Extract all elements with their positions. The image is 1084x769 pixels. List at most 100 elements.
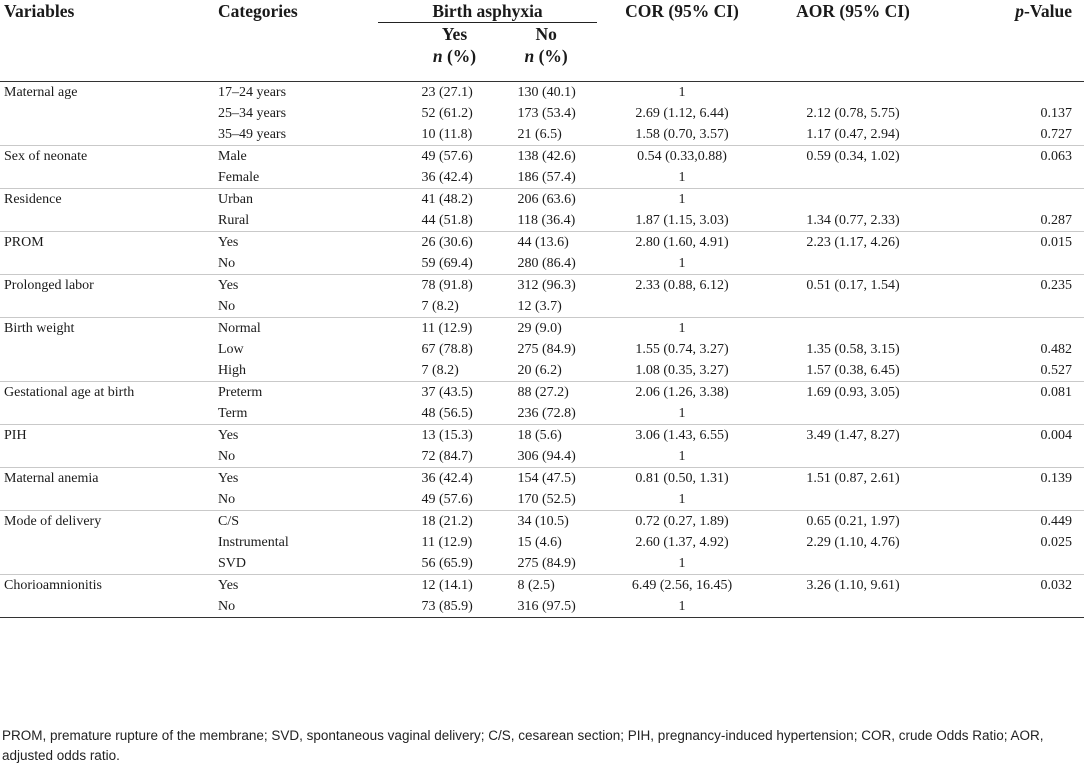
- cell-no: 275 (84.9): [517, 342, 576, 357]
- table-row: No 72 (84.7) 306 (94.4) 1: [0, 446, 1084, 468]
- cell-yes: 10 (11.8): [378, 124, 488, 146]
- cell-no: 138 (42.6): [517, 149, 576, 164]
- cell-yes: 37 (43.5): [378, 382, 488, 404]
- table-row: Sex of neonate Male 49 (57.6) 138 (42.6) 0.5…: [0, 146, 1084, 168]
- table-row: 35–49 years 10 (11.8) 21 (6.5) 1.58 (0.70, …: [0, 124, 1084, 146]
- cell-p-value: 0.287: [939, 210, 1084, 232]
- cell-p-value: [939, 553, 1084, 575]
- header-no-n: n: [524, 46, 535, 66]
- header-yes-label: Yes: [441, 24, 468, 44]
- cell-p-value: [939, 318, 1084, 340]
- cell-category: Yes: [218, 578, 239, 593]
- cell-p-value: 0.235: [1040, 278, 1073, 293]
- cell-cor: 1: [597, 553, 767, 575]
- table-row: Rural 44 (51.8) 118 (36.4) 1.87 (1.15, 3.03…: [0, 210, 1084, 232]
- cell-aor: 0.65 (0.21, 1.97): [806, 514, 900, 529]
- cell-no: 20 (6.2): [487, 360, 597, 382]
- cell-variable: [0, 532, 218, 553]
- cell-no: 316 (97.5): [487, 596, 597, 618]
- table-row: High 7 (8.2) 20 (6.2) 1.08 (0.35, 3.27) 1.57…: [0, 360, 1084, 382]
- cell-p-value: [939, 296, 1084, 318]
- table-row: 25–34 years 52 (61.2) 173 (53.4) 2.69 (1.12…: [0, 103, 1084, 124]
- cell-variable: PIH: [4, 428, 27, 443]
- cell-p-value: [939, 82, 1084, 103]
- cell-p-value: 0.025: [1040, 535, 1073, 550]
- table-row: Chorioamnionitis Yes 12 (14.1) 8 (2.5) 6.49 …: [0, 575, 1084, 597]
- cell-yes: 49 (57.6): [378, 489, 488, 511]
- cell-aor: [767, 403, 939, 425]
- cell-category: Female: [218, 167, 378, 189]
- cell-variable: Maternal anemia: [4, 471, 99, 486]
- cell-aor: 3.26 (1.10, 9.61): [806, 578, 900, 593]
- cell-yes-value: 36 (42.4): [421, 170, 473, 185]
- cell-yes: 26 (30.6): [378, 232, 488, 254]
- cell-p-value: [939, 446, 1084, 468]
- table-row: Residence Urban 41 (48.2) 206 (63.6) 1: [0, 189, 1084, 211]
- cell-cor: 0.54 (0.33,0.88): [637, 149, 727, 164]
- cell-p-value: [939, 253, 1084, 275]
- cell-category: 25–34 years: [218, 106, 287, 121]
- table-row: No 59 (69.4) 280 (86.4) 1: [0, 253, 1084, 275]
- cell-category: C/S: [218, 514, 240, 529]
- cell-variable: Residence: [4, 192, 62, 207]
- cell-aor: [767, 446, 939, 468]
- cell-aor: [767, 318, 939, 340]
- cell-cor: 1.08 (0.35, 3.27): [597, 360, 767, 382]
- cell-yes: 12 (14.1): [378, 575, 488, 597]
- table-row: Instrumental 11 (12.9) 15 (4.6) 2.60 (1.37,…: [0, 532, 1084, 553]
- table-row: No 73 (85.9) 316 (97.5) 1: [0, 596, 1084, 618]
- cell-category: Urban: [218, 192, 253, 207]
- cell-cor: 1: [597, 403, 767, 425]
- cell-category: Normal: [218, 321, 261, 336]
- table-row: PROM Yes 26 (30.6) 44 (13.6) 2.80 (1.60, 4.9…: [0, 232, 1084, 254]
- cell-category: No: [218, 446, 378, 468]
- cell-yes-value: 48 (56.5): [421, 406, 473, 421]
- cell-aor: 0.59 (0.34, 1.02): [806, 149, 900, 164]
- cell-cor: 1: [597, 596, 767, 618]
- table-footnote: PROM, premature rupture of the membrane;…: [2, 728, 1044, 763]
- table-row: Gestational age at birth Preterm 37 (43.5)…: [0, 382, 1084, 404]
- cell-variable: [0, 124, 218, 146]
- cell-cor: 2.60 (1.37, 4.92): [635, 535, 729, 550]
- header-yes-pct: (%): [442, 46, 477, 66]
- cell-cor: 1: [678, 321, 686, 336]
- cell-p-value: [939, 189, 1084, 211]
- cell-yes-value: 36 (42.4): [421, 471, 473, 486]
- cell-p-value: 0.727: [939, 124, 1084, 146]
- table-header: Variables Categories Birth asphyxia COR …: [0, 0, 1084, 82]
- cell-yes: 18 (21.2): [378, 511, 488, 533]
- cell-variable: [0, 210, 218, 232]
- cell-yes: 36 (42.4): [378, 468, 488, 490]
- cell-aor: [767, 296, 939, 318]
- header-yes: Yes n (%): [378, 23, 488, 68]
- cell-category: Rural: [218, 210, 378, 232]
- cell-cor: [597, 296, 767, 318]
- cell-category: Instrumental: [218, 535, 289, 550]
- cell-category: Yes: [218, 471, 239, 486]
- table-row: PIH Yes 13 (15.3) 18 (5.6) 3.06 (1.43, 6.55)…: [0, 425, 1084, 447]
- cell-aor: 1.57 (0.38, 6.45): [767, 360, 939, 382]
- cell-cor: 2.06 (1.26, 3.38): [635, 385, 729, 400]
- cell-yes-value: 7 (8.2): [421, 363, 459, 378]
- cell-variable: [0, 553, 218, 575]
- cell-variable: [0, 446, 218, 468]
- cell-aor: [767, 253, 939, 275]
- cell-cor: 1.87 (1.15, 3.03): [597, 210, 767, 232]
- cell-yes-value: 11 (12.9): [421, 321, 473, 336]
- cell-cor: 2.69 (1.12, 6.44): [635, 106, 729, 121]
- cell-yes: 7 (8.2): [378, 360, 488, 382]
- cell-variable: Prolonged labor: [4, 278, 94, 293]
- cell-yes-value: 26 (30.6): [421, 235, 473, 250]
- cell-yes-value: 12 (14.1): [421, 578, 473, 593]
- cell-no: 118 (36.4): [487, 210, 597, 232]
- cell-no: 173 (53.4): [517, 106, 576, 121]
- cell-no: 34 (10.5): [517, 514, 569, 529]
- cell-p-value: [939, 403, 1084, 425]
- cell-yes-value: 52 (61.2): [421, 106, 473, 121]
- table-row: Birth weight Normal 11 (12.9) 29 (9.0) 1: [0, 318, 1084, 340]
- results-table: Variables Categories Birth asphyxia COR …: [0, 0, 1084, 618]
- cell-aor: 1.35 (0.58, 3.15): [806, 342, 900, 357]
- cell-yes-value: 13 (15.3): [421, 428, 473, 443]
- cell-yes-value: 18 (21.2): [421, 514, 473, 529]
- cell-yes-value: 78 (91.8): [421, 278, 473, 293]
